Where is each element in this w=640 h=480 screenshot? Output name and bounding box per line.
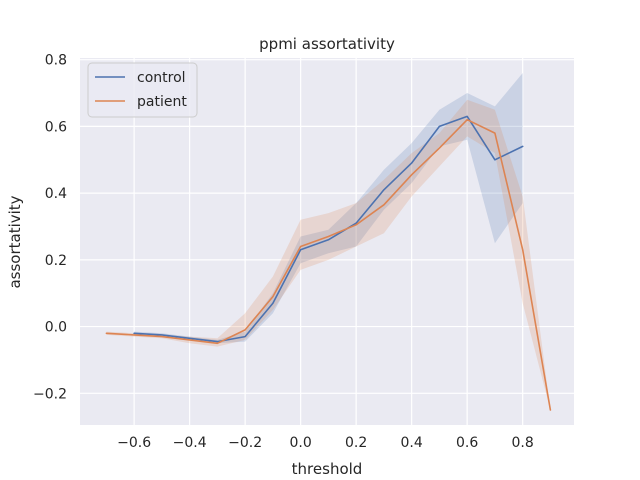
y-tick-label: 0.2 — [45, 253, 67, 269]
x-tick-label: 0.0 — [290, 435, 312, 451]
y-tick-label: 0.6 — [45, 119, 67, 135]
x-tick-label: −0.4 — [173, 435, 207, 451]
plot-background — [80, 58, 574, 425]
y-tick-labels: −0.2 0.0 0.2 0.4 0.6 0.8 — [33, 53, 67, 403]
y-tick-label: 0.0 — [45, 320, 67, 336]
band-control — [134, 73, 523, 344]
legend-label-patient: patient — [137, 94, 187, 110]
x-tick-label: −0.2 — [228, 435, 262, 451]
legend-label-control: control — [137, 70, 186, 86]
series-line-control — [133, 115, 524, 343]
series-line-patient — [105, 118, 552, 411]
x-tick-labels: −0.6 −0.4 −0.2 0.0 0.2 0.4 0.6 0.8 — [117, 435, 534, 451]
legend: control patient — [87, 62, 198, 118]
y-tick-label: 0.4 — [45, 186, 67, 202]
grid — [80, 58, 574, 425]
x-axis-label: threshold — [292, 460, 363, 478]
band-patient — [106, 99, 551, 410]
series-lines — [105, 115, 552, 411]
chart-title: ppmi assortativity — [259, 35, 395, 53]
x-tick-label: 0.2 — [345, 435, 367, 451]
x-tick-label: 0.4 — [401, 435, 423, 451]
x-tick-label: 0.8 — [512, 435, 534, 451]
confidence-bands — [106, 73, 551, 410]
x-tick-label: −0.6 — [117, 435, 151, 451]
x-tick-label: 0.6 — [456, 435, 478, 451]
y-axis-label: assortativity — [6, 195, 24, 288]
y-tick-label: −0.2 — [33, 386, 67, 402]
y-tick-label: 0.8 — [45, 53, 67, 69]
